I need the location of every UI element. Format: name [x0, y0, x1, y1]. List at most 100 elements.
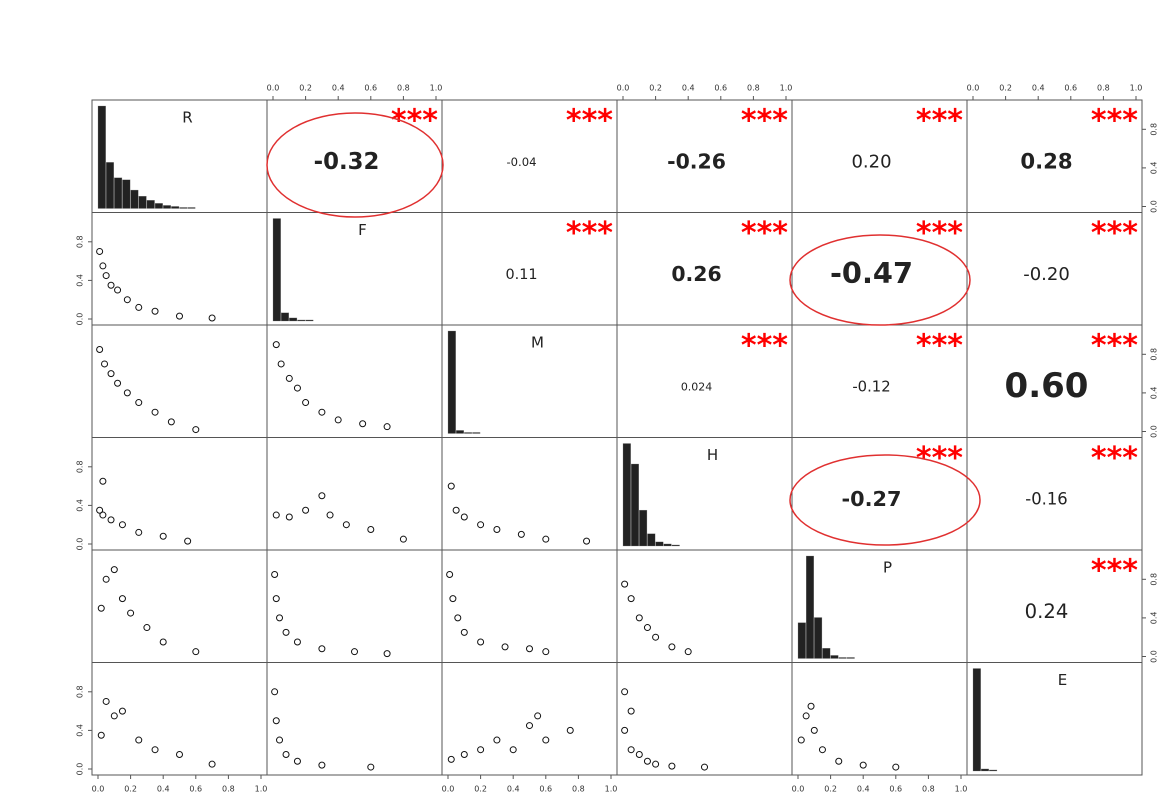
scatter-point	[669, 644, 675, 650]
x-tick-label: 0.6	[189, 785, 202, 794]
x-tick-label: 0.6	[539, 785, 552, 794]
scatter-point	[628, 596, 634, 602]
scatter-point	[128, 610, 134, 616]
histogram-bar	[647, 534, 655, 546]
histogram-bar	[188, 207, 196, 208]
scatter-point	[461, 752, 467, 758]
scatter-point	[319, 409, 325, 415]
cell-frame	[92, 550, 267, 663]
scatter-point	[111, 567, 117, 573]
scatter-point	[103, 273, 109, 279]
significance-stars: ***	[741, 216, 788, 251]
correlation-value: 0.11	[505, 267, 537, 283]
correlation-value: -0.16	[1025, 489, 1067, 508]
histogram-bar	[623, 444, 631, 547]
cell-frame	[617, 550, 792, 663]
significance-stars: ***	[1091, 554, 1138, 589]
scatter-point	[277, 737, 283, 743]
scatter-point	[478, 639, 484, 645]
scatter-point	[384, 424, 390, 430]
x-tick-label: 0.0	[92, 785, 105, 794]
scatter-point	[543, 737, 549, 743]
correlation-value: -0.26	[667, 149, 726, 173]
x-tick-label: 0.0	[267, 84, 280, 93]
scatter-point	[185, 538, 191, 544]
histogram-bar	[472, 432, 480, 433]
scatter-point	[115, 380, 121, 386]
scatter-point	[319, 762, 325, 768]
scatter-point	[209, 315, 215, 321]
scatter-point	[447, 571, 453, 577]
x-tick-label: 0.2	[124, 785, 137, 794]
histogram-bar	[98, 106, 106, 209]
scatter-point	[272, 689, 278, 695]
x-tick-label: 1.0	[430, 84, 443, 93]
scatter-point	[319, 493, 325, 499]
histogram-bar	[139, 196, 147, 208]
scatter-point	[136, 400, 142, 406]
x-tick-label: 0.6	[714, 84, 727, 93]
correlation-value: -0.12	[852, 378, 890, 395]
cell-frame	[267, 550, 442, 663]
scatter-point	[535, 713, 541, 719]
scatter-point	[808, 703, 814, 709]
significance-stars: ***	[741, 329, 788, 364]
scatter-point	[115, 287, 121, 293]
x-tick-label: 0.4	[1032, 84, 1045, 93]
histogram-bar	[180, 207, 188, 208]
histogram-bar	[973, 669, 981, 772]
histogram-bar	[464, 432, 472, 433]
scatter-point	[177, 313, 183, 319]
histogram-bar	[672, 545, 680, 546]
scatter-point	[119, 596, 125, 602]
variable-label: P	[883, 559, 892, 577]
scatter-point	[527, 646, 533, 652]
significance-stars: ***	[566, 104, 613, 139]
significance-stars: ***	[741, 104, 788, 139]
scatter-point	[450, 596, 456, 602]
cell-frame	[617, 663, 792, 776]
scatter-point	[360, 421, 366, 427]
scatter-point	[160, 639, 166, 645]
scatter-point	[108, 371, 114, 377]
scatter-point	[448, 483, 454, 489]
y-tick-label: 0.8	[1150, 573, 1159, 586]
scatter-point	[584, 538, 590, 544]
significance-stars: ***	[1091, 104, 1138, 139]
scatter-point	[510, 747, 516, 753]
y-tick-label: 0.0	[1150, 650, 1159, 663]
x-tick-label: 0.4	[332, 84, 345, 93]
scatter-point	[502, 644, 508, 650]
correlation-value: 0.26	[671, 262, 721, 286]
histogram-bar	[822, 648, 830, 658]
scatter-point	[100, 478, 106, 484]
scatter-point	[622, 581, 628, 587]
y-tick-label: 0.4	[76, 724, 85, 737]
x-tick-label: 0.0	[792, 785, 805, 794]
scatter-point	[860, 762, 866, 768]
variable-label: E	[1058, 671, 1067, 689]
scatter-point	[193, 427, 199, 433]
histogram-bar	[631, 464, 639, 546]
scatter-point	[636, 615, 642, 621]
correlation-value: -0.47	[830, 256, 913, 290]
histogram-bar	[297, 320, 305, 321]
x-tick-label: 0.4	[507, 785, 520, 794]
histogram-bar	[639, 510, 647, 546]
scatter-point	[303, 507, 309, 513]
scatter-point	[653, 761, 659, 767]
scatter-point	[644, 625, 650, 631]
histogram-bar	[147, 200, 155, 208]
x-tick-label: 1.0	[255, 785, 268, 794]
y-tick-label: 0.0	[76, 538, 85, 551]
x-tick-label: 0.8	[222, 785, 235, 794]
scatter-point	[286, 375, 292, 381]
scatter-point	[622, 727, 628, 733]
cell-frame	[92, 663, 267, 776]
x-tick-label: 1.0	[605, 785, 618, 794]
cell-frame	[442, 438, 617, 551]
scatter-point	[685, 649, 691, 655]
cell-frame	[442, 325, 617, 438]
y-tick-label: 0.0	[1150, 425, 1159, 438]
y-tick-label: 0.4	[1150, 612, 1159, 625]
